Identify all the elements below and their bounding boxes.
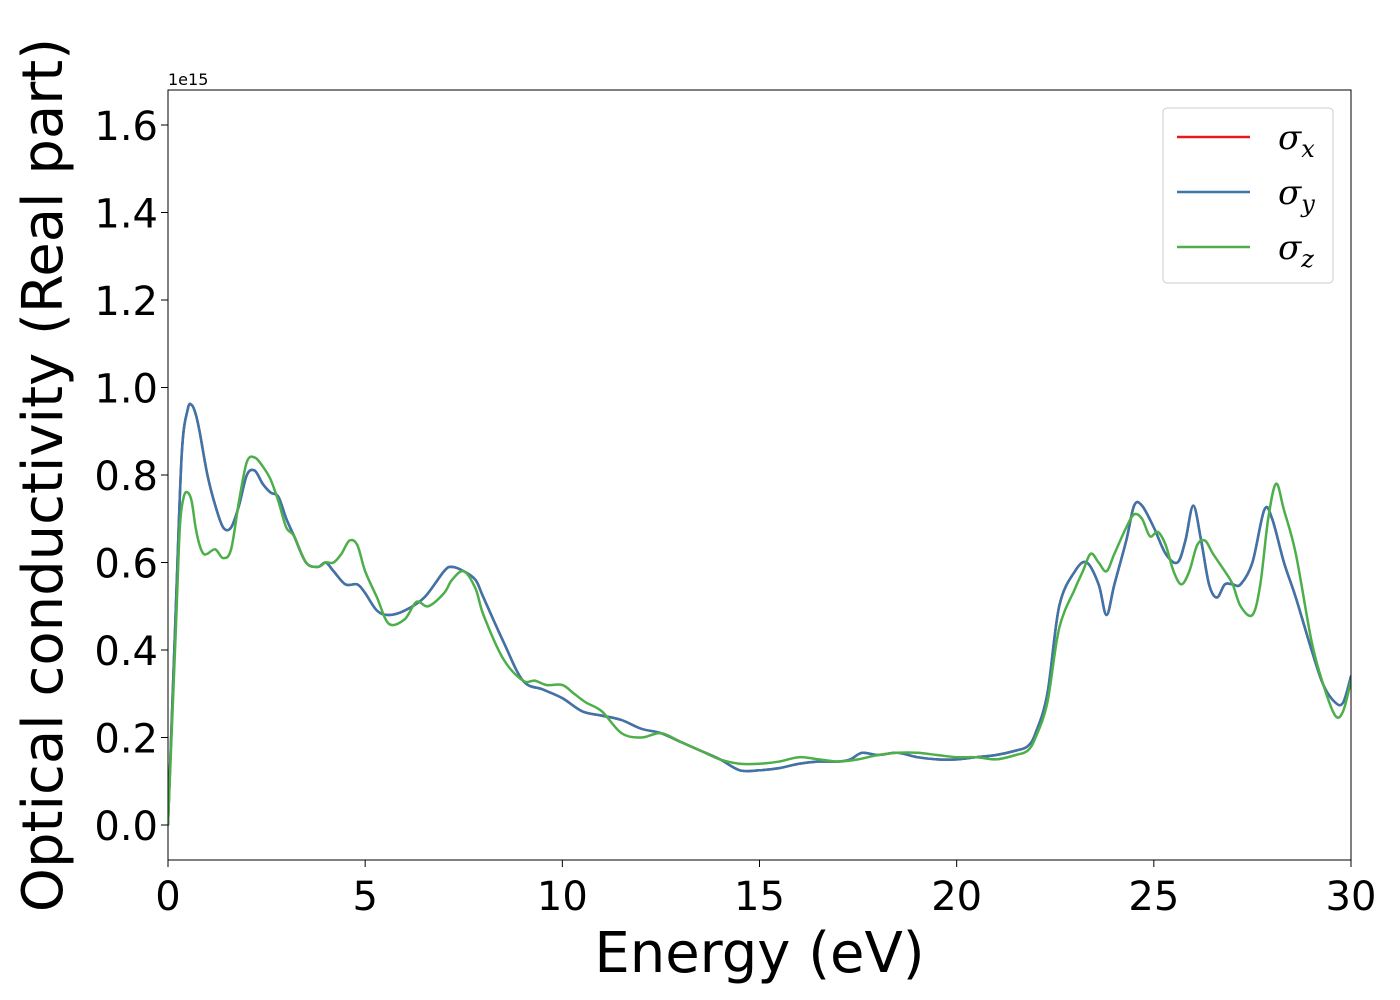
y-axis-ticks: 0.0 0.2 0.4 0.6 0.8 1.0 1.2 1.4 1.6 [94,104,168,850]
series-layer [168,402,1351,827]
y-tick-label: 0.4 [94,629,158,675]
legend-box [1162,107,1334,284]
y-tick-label: 1.0 [94,367,158,413]
y-tick-label: 0.6 [94,542,158,588]
y-tick-label: 1.2 [94,279,158,325]
series-line-y [168,402,1351,827]
series-line-x [168,402,1351,827]
x-tick-label: 15 [734,874,785,920]
x-tick-label: 25 [1128,874,1179,920]
y-axis-title: Optical conductivity (Real part) [11,38,76,912]
y-offset-label: 1e15 [168,70,208,89]
x-tick-label: 0 [155,874,180,920]
legend-label: σz [1278,228,1314,273]
y-axis-title-group: Optical conductivity (Real part) [11,38,76,912]
y-tick-label: 0.2 [94,717,158,763]
x-axis-ticks: 0 5 10 15 20 25 30 [155,860,1376,920]
y-tick-label: 0.8 [94,454,158,500]
y-tick-label: 1.6 [94,104,158,150]
x-axis-title: Energy (eV) [594,921,924,986]
x-tick-label: 20 [931,874,982,920]
x-tick-label: 10 [537,874,588,920]
series-line-z [168,455,1351,827]
legend-item-z: σz [1177,228,1314,273]
x-tick-label: 30 [1326,874,1377,920]
y-tick-label: 1.4 [94,192,158,238]
x-tick-label: 5 [352,874,377,920]
y-tick-label: 0.0 [94,804,158,850]
